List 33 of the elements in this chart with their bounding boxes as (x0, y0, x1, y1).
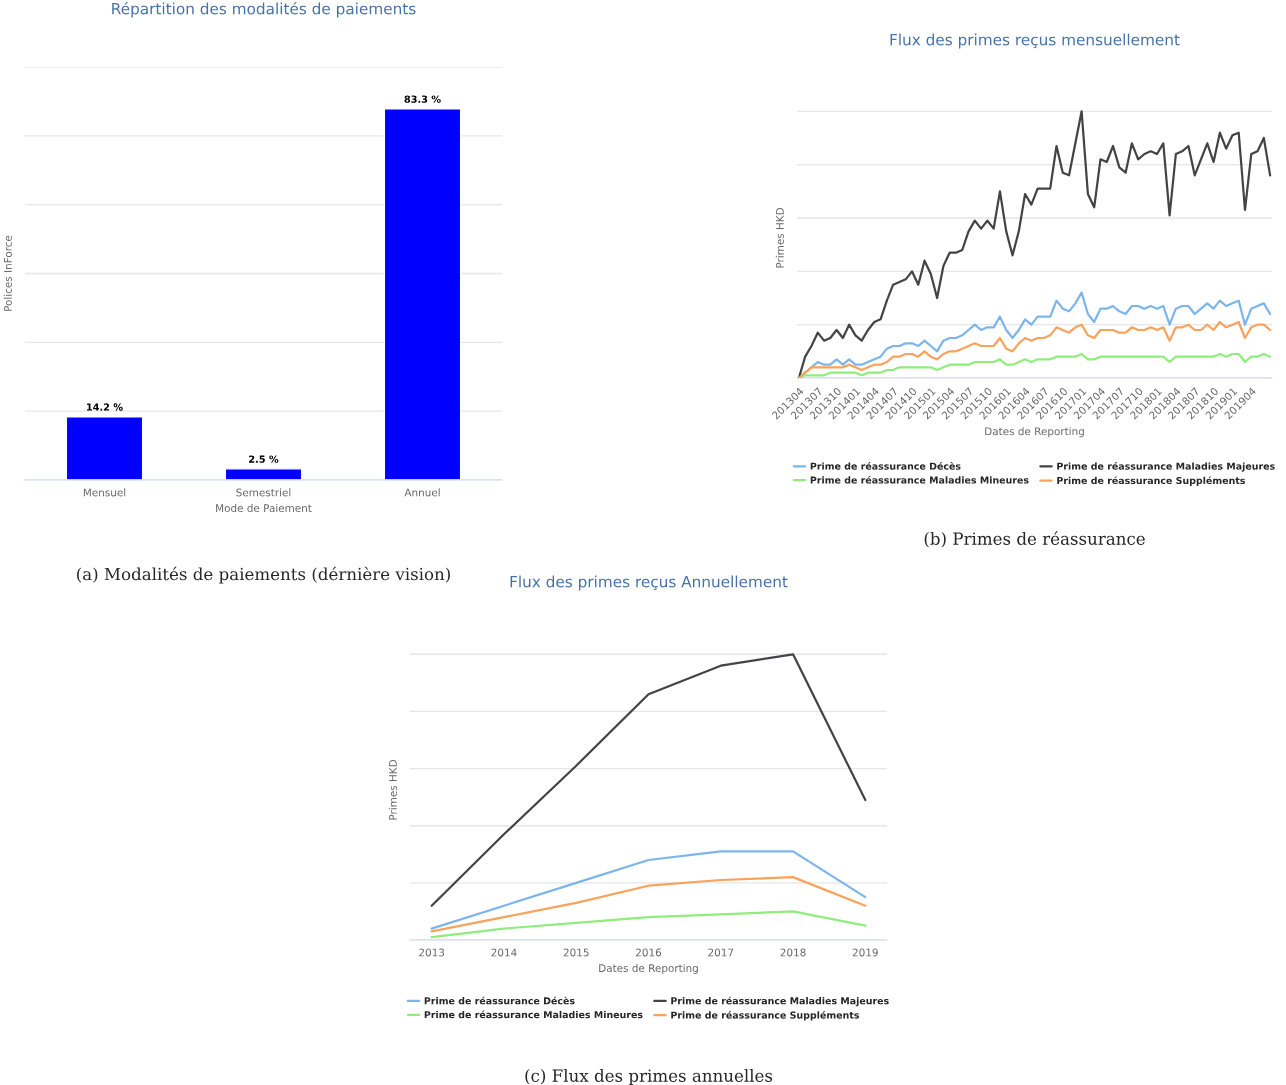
legend-label: Prime de réassurance Suppléments (1057, 476, 1245, 486)
legend-label: Prime de réassurance Maladies Majeures (1057, 462, 1275, 472)
chart-title: Flux des primes reçus Annuellement (510, 575, 788, 591)
x-tick-label: 2014 (491, 948, 517, 957)
x-tick-label: 2013 (419, 948, 445, 957)
data-label: 2.5 % (249, 455, 279, 463)
chart-title: Répartition des modalités de paiements (112, 2, 416, 18)
x-axis-title: Dates de Reporting (599, 963, 698, 975)
data-label: 14.2 % (87, 403, 123, 411)
text: (a) Modalités de paiements (dérnière vision) (77, 566, 450, 584)
legend-label: Prime de réassurance Maladies Majeures (671, 996, 889, 1007)
text: (c) Flux des primes annuelles (525, 1069, 773, 1085)
y-axis-title: Primes HKD (388, 759, 397, 820)
x-axis-title: Mode de Paiement (216, 503, 312, 513)
y-axis-title: Primes HKD (775, 207, 784, 268)
x-tick-label: 2019 (852, 948, 878, 957)
text: (b) Primes de réassurance (924, 531, 1145, 548)
legend-label: Prime de réassurance Décès (424, 996, 575, 1005)
legend-label: Prime de réassurance Décès (810, 462, 961, 470)
legend-label: Prime de réassurance Maladies Mineures (810, 475, 1029, 484)
x-axis-title: Dates de Reporting (985, 427, 1084, 438)
x-tick-label: Semestriel (236, 488, 291, 497)
x-tick-label: Mensuel (83, 488, 126, 497)
data-label: 83.3 % (404, 95, 441, 103)
legend-label: Prime de réassurance Maladies Mineures (424, 1010, 643, 1019)
y-axis-title: Polices InForce (3, 235, 12, 311)
x-tick-label: Annuel (404, 488, 440, 497)
legend-label: Prime de réassurance Suppléments (671, 1010, 859, 1021)
x-tick-label: 2015 (563, 948, 589, 957)
x-tick-label: 2016 (636, 948, 662, 957)
x-tick-label: 2017 (708, 948, 734, 957)
chart-title: Flux des primes reçus mensuellement (890, 33, 1180, 49)
x-tick-label: 2018 (780, 948, 806, 957)
